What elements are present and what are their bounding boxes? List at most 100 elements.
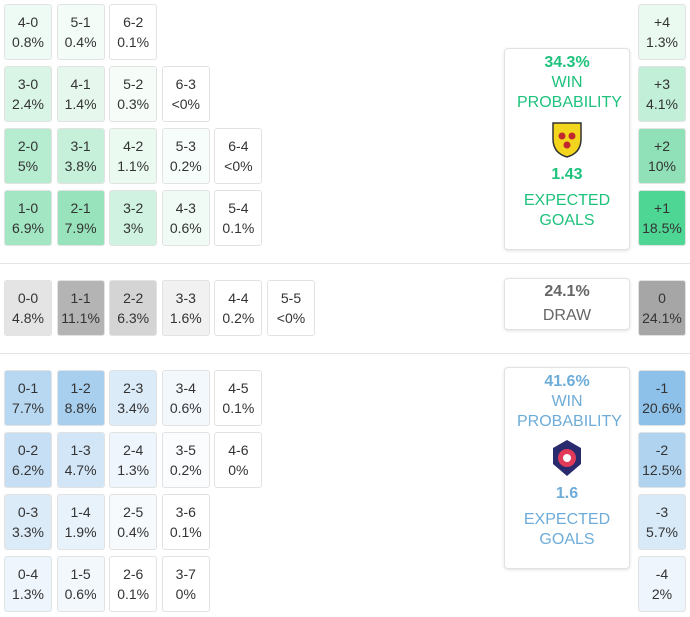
score-cell-prob: 0.1% [117,34,150,50]
margin-cell-score: -4 [655,566,669,582]
score-cell: 4-4 0.2% [214,280,263,336]
score-cell: 6-2 0.1% [109,4,158,60]
score-cell-prob: <0% [224,158,253,174]
margin-cell: 0 24.1% [638,280,686,336]
score-cell-prob: 3.3% [12,524,44,540]
score-cell: 5-1 0.4% [56,4,105,60]
score-cell-prob: 0.6% [169,220,202,236]
score-cell: 4-3 0.6% [161,190,210,246]
score-cell: 3-1 3.8% [56,128,105,184]
score-cell: 6-4 <0% [214,128,263,184]
score-cell-prob: 6.3% [117,310,150,326]
score-cell: 5-5 <0% [267,280,315,336]
score-cell: 4-1 1.4% [56,66,105,122]
away-logo [553,440,581,476]
score-cell-prob: 1.6% [169,310,202,326]
margin-cell: -1 20.6% [638,370,686,426]
score-cell: 2-1 7.9% [56,190,105,246]
score-cell-prob: 1.9% [64,524,97,540]
score-cell-score: 0-1 [17,380,39,396]
score-cell-prob: 1.3% [117,462,150,478]
score-cell-prob: 3% [123,220,144,236]
score-cell-prob: 0% [175,586,196,602]
score-cell: 1-0 6.9% [4,190,52,246]
margin-cell: +2 10% [638,128,686,184]
home-xg-label: EXPECTED GOALS [523,192,611,229]
margin-cell-prob: 20.6% [642,400,682,416]
score-cell-score: 5-3 [175,138,196,154]
score-cell-prob: 6.2% [12,462,44,478]
score-cell: 5-2 0.3% [109,66,158,122]
divider [0,263,690,264]
score-cell: 0-4 1.3% [4,556,52,612]
away-xg-label: EXPECTED GOALS [523,511,611,548]
home-win-label: WIN PROBABILITY [517,74,622,111]
score-cell: 3-5 0.2% [161,432,210,488]
score-cell-score: 1-5 [70,566,91,582]
score-cell-score: 5-4 [228,200,249,216]
score-cell-prob: <0% [171,96,200,112]
home-panel: 34.3% WIN PROBABILITY 1.43 EXPECTED GOAL… [504,48,630,250]
score-cell: 3-0 2.4% [4,66,52,122]
score-cell: 0-3 3.3% [4,494,52,550]
draw-win: 24.1% [544,283,590,300]
score-cell-prob: 0.2% [222,310,255,326]
margin-cell-score: -3 [655,504,669,520]
score-cell-score: 2-2 [123,290,144,306]
draw-panel: 24.1% DRAW [504,278,630,330]
score-cell-score: 3-4 [175,380,196,396]
margin-cell-score: +4 [654,14,670,30]
score-cell-score: 3-5 [175,442,196,458]
score-cell: 3-2 3% [109,190,158,246]
score-cell-score: 3-2 [123,200,144,216]
score-cell-prob: 8.8% [64,400,97,416]
score-cell-score: 2-6 [123,566,144,582]
margin-cell-prob: 10% [647,158,677,174]
score-cell-score: 3-7 [175,566,196,582]
score-cell: 5-3 0.2% [161,128,210,184]
score-cell: 0-2 6.2% [4,432,52,488]
score-cell: 3-6 0.1% [161,494,210,550]
score-cell-score: 2-4 [123,442,144,458]
score-cell-prob: 2.4% [12,96,44,112]
score-cell-score: 3-1 [70,138,91,154]
score-cell-score: 4-6 [228,442,249,458]
score-cell-score: 2-0 [17,138,39,154]
score-cell-score: 1-1 [70,290,91,306]
score-cell-score: 1-2 [70,380,91,396]
score-cell-prob: 0.6% [64,586,97,602]
score-cell-score: 3-3 [175,290,196,306]
margin-cell-score: -2 [655,442,669,458]
score-cell-score: 0-0 [17,290,39,306]
margin-cell-score: +3 [654,76,670,92]
score-cell-score: 1-0 [17,200,39,216]
margin-cell-prob: 5.7% [646,524,678,540]
score-cell-score: 2-1 [70,200,91,216]
score-cell-score: 4-5 [228,380,249,396]
score-cell-score: 3-6 [175,504,196,520]
score-cell-score: 0-2 [17,442,39,458]
away-panel: 41.6% WIN PROBABILITY 1.6 EXPECTED GOALS [504,367,630,569]
away-win: 41.6% [544,373,590,390]
score-cell: 4-6 0% [214,432,263,488]
score-cell-prob: 11.1% [61,310,100,326]
away-xg: 1.6 [555,485,579,502]
score-cell: 3-4 0.6% [161,370,210,426]
margin-cell-score: 0 [658,290,666,306]
score-cell: 5-4 0.1% [214,190,263,246]
score-cell: 2-0 5% [4,128,52,184]
score-cell-score: 4-1 [70,76,91,92]
margin-cell: -3 5.7% [638,494,686,550]
margin-cell: -2 12.5% [638,432,686,488]
score-cell-prob: 4.8% [12,310,44,326]
margin-cell-prob: 1.3% [646,34,678,50]
score-cell: 2-6 0.1% [109,556,158,612]
score-cell-score: 5-2 [123,76,144,92]
score-cell-prob: 7.7% [12,400,44,416]
score-cell-prob: 0.8% [12,34,44,50]
score-cell: 3-7 0% [161,556,210,612]
score-cell-prob: 0.1% [222,220,255,236]
score-cell-prob: 0.2% [169,462,202,478]
score-cell-score: 2-5 [123,504,144,520]
score-cell-prob: 0.4% [117,524,150,540]
